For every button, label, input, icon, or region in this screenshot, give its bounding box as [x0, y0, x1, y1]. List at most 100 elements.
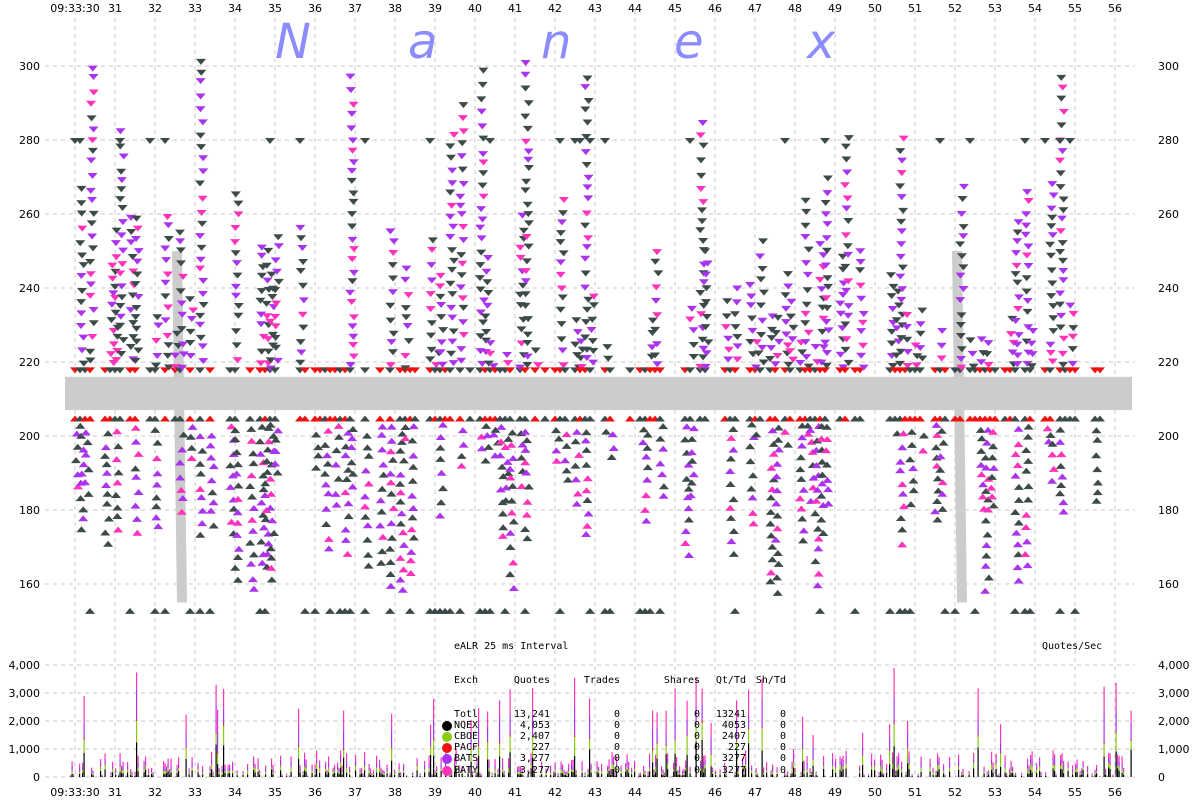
ask-quote-marker	[125, 307, 136, 314]
quote-rate-bar-baty	[625, 763, 627, 766]
quote-rate-bar-nqex	[748, 743, 750, 777]
ask-quote-marker	[425, 291, 436, 298]
quote-rate-bar-nqex	[202, 774, 204, 777]
ask-quote-marker	[843, 251, 854, 258]
ask-quote-marker	[360, 138, 370, 144]
quote-rate-bar-baty	[881, 759, 883, 765]
x-tick-label-top: 53	[988, 2, 1002, 15]
quote-rate-bar-cboe	[121, 771, 123, 774]
quote-rate-bar-baty	[376, 755, 378, 763]
quote-rate-bar-bats	[130, 770, 132, 773]
ask-quote-marker	[723, 335, 734, 342]
quote-rate-bar-baty	[803, 760, 805, 766]
bid-quote-marker	[688, 425, 699, 432]
quote-rate-bar-nqex	[340, 767, 342, 777]
quote-rate-bar-cboe	[892, 764, 894, 769]
legend-header-cell: Shares	[663, 675, 700, 687]
quote-rate-bar-bats	[998, 774, 1000, 776]
ask-quote-marker	[520, 278, 531, 285]
ask-quote-marker	[448, 360, 459, 367]
quote-rate-bar-baty	[667, 753, 669, 759]
quote-rate-bar-cboe	[491, 774, 493, 776]
bid-quote-marker	[398, 566, 409, 573]
quote-rate-bar-baty	[368, 763, 370, 768]
ask-quote-marker	[233, 211, 244, 218]
quote-rate-bar-nqex	[305, 771, 307, 777]
legend-cell-qt_td: 13241	[715, 708, 746, 720]
ask-quote-marker	[773, 338, 784, 345]
quote-rate-bar-baty	[302, 771, 304, 773]
ask-quote-marker	[540, 367, 550, 374]
ask-quote-marker	[696, 172, 707, 179]
ask-quote-marker	[402, 322, 413, 329]
ask-quote-marker	[955, 297, 966, 304]
quote-rate-bar-cboe	[389, 774, 391, 776]
ask-quote-marker	[816, 286, 827, 293]
ask-quote-marker	[230, 250, 241, 257]
x-tick-label-top: 09:33:30	[50, 2, 99, 15]
bid-quote-marker	[262, 468, 273, 475]
quote-rate-bar-bats	[734, 772, 736, 775]
quote-rate-bar-bats	[229, 767, 231, 771]
ask-quote-marker	[386, 339, 397, 346]
quote-rate-bar-pacf	[217, 752, 219, 754]
quote-rate-bar-nqex	[1040, 775, 1042, 777]
bid-quote-marker	[940, 415, 950, 422]
quote-rate-bar-nqex	[494, 773, 496, 777]
quote-rate-bar-baty	[968, 770, 970, 773]
ask-quote-marker	[655, 367, 665, 374]
quote-rate-bar-bats	[802, 732, 804, 748]
bid-quote-marker	[813, 535, 824, 542]
bid-quote-marker	[232, 553, 243, 560]
quote-rate-bar-baty	[802, 716, 804, 733]
quote-rate-bar-nqex	[898, 769, 900, 777]
quote-rate-bar-baty	[286, 773, 288, 775]
quote-rate-bar-cboe	[218, 772, 220, 775]
quote-rate-bar-baty	[533, 766, 535, 770]
ask-quote-marker	[803, 363, 814, 370]
quote-rate-bar-baty	[467, 767, 469, 770]
quote-rate-bar-baty	[254, 763, 256, 767]
ask-quote-marker	[445, 234, 456, 241]
ask-quote-marker	[1047, 280, 1058, 287]
quote-rate-bar-nqex	[520, 773, 522, 777]
quote-rate-bar-baty	[793, 748, 795, 756]
quote-rate-bar-nqex	[710, 766, 712, 777]
quote-rate-bar-cboe	[271, 767, 273, 770]
quote-rate-bar-baty	[674, 688, 676, 709]
quote-rate-bar-nqex	[236, 775, 238, 777]
quote-rate-bar-cboe	[958, 766, 960, 770]
quote-rate-bar-pacf	[656, 742, 658, 745]
quote-rate-bar-baty	[734, 771, 736, 773]
bid-quote-marker	[497, 510, 508, 517]
ask-quote-marker	[557, 294, 568, 301]
bid-quote-marker	[1013, 483, 1024, 490]
bid-quote-marker	[360, 467, 371, 474]
quote-rate-bar-baty	[1130, 710, 1132, 724]
ask-quote-marker	[403, 338, 414, 345]
quote-rate-bar-baty	[949, 756, 951, 762]
quote-rate-bar-cboe	[305, 768, 307, 772]
quote-rate-bar-cboe	[835, 767, 837, 773]
quote-rate-bar-cboe	[431, 775, 433, 777]
ask-quote-marker	[912, 353, 923, 360]
ask-quote-marker	[295, 339, 306, 346]
ask-quote-marker	[263, 348, 274, 355]
quote-rate-bar-nqex	[835, 772, 837, 777]
bid-quote-marker	[406, 526, 417, 533]
ask-quote-marker	[1012, 229, 1023, 236]
quote-rate-bar-bats	[673, 766, 675, 770]
quote-rate-bar-baty	[608, 759, 610, 765]
quote-rate-bar-bats	[343, 730, 345, 749]
quote-rate-bar-nqex	[638, 775, 640, 777]
quote-rate-bar-nqex	[973, 768, 975, 777]
quote-rate-bar-baty	[893, 667, 895, 698]
ask-quote-marker	[1055, 184, 1066, 191]
quote-rate-bar-bats	[379, 763, 381, 768]
bid-quote-marker	[73, 483, 84, 490]
ask-quote-marker	[298, 297, 309, 304]
quote-rate-bar-bats	[476, 762, 478, 769]
quote-rate-bar-nqex	[328, 772, 330, 777]
legend-cell-qt_td: 2407	[721, 731, 746, 743]
ask-quote-marker	[897, 322, 908, 329]
